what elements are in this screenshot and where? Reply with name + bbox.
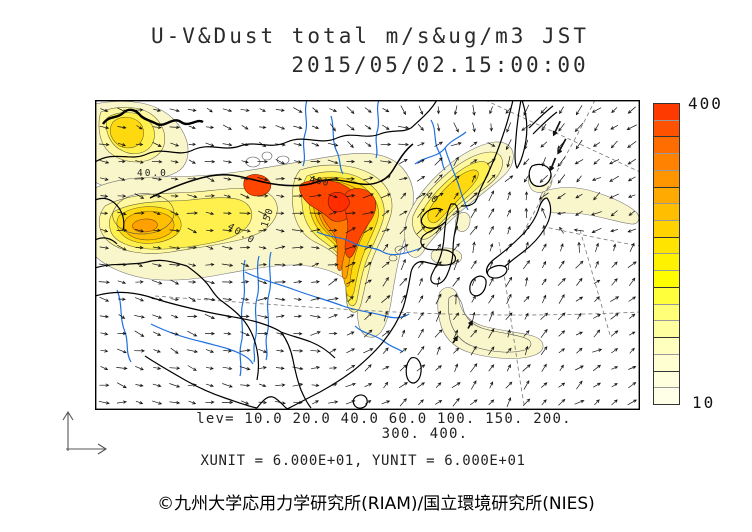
y-axis-arrow-icon (62, 410, 74, 451)
dust-fill-layers (96, 101, 639, 359)
colorbar-segment (654, 104, 679, 120)
colorbar-segment (654, 186, 679, 204)
timestamp-title: 2015/05/02.15:00:00 (291, 53, 589, 77)
map-frame (94, 99, 640, 411)
coastlines (96, 101, 558, 409)
x-axis-arrow-icon (66, 443, 108, 455)
axis-indicator (62, 410, 108, 455)
colorbar-segment (654, 387, 679, 404)
colorbar-segment (654, 286, 679, 304)
rivers (116, 101, 469, 377)
extra-contours (112, 151, 532, 353)
units-line: XUNIT = 6.000E+01, YUNIT = 6.000E+01 (200, 453, 526, 469)
colorbar-segment (654, 370, 679, 388)
colorbar-min-label: 10 (692, 393, 716, 412)
colorbar-max-label: 400 (688, 94, 723, 113)
wind-vectors-bold (452, 120, 567, 344)
colorbar-segment (654, 253, 679, 271)
contour-label: 40.0 (137, 168, 168, 179)
contour-levels-line2: 300. 400. (381, 426, 469, 442)
colorbar-segment (654, 337, 679, 354)
colorbar-segment (654, 270, 679, 287)
colorbar-segment (654, 236, 679, 254)
colorbar-segment (654, 203, 679, 221)
colorbar-segment (654, 169, 679, 187)
credit-line: ©九州大学応用力学研究所(RIAM)/国立環境研究所(NIES) (157, 494, 595, 514)
wind-vectors (98, 104, 637, 408)
map-canvas: 40.0 40.0 150 40 400 (94, 99, 640, 411)
colorbar (653, 103, 680, 405)
page-title: U-V&Dust total m/s&ug/m3 JST (150, 24, 589, 48)
colorbar-segment (654, 220, 679, 237)
colorbar-segment (654, 153, 679, 170)
colorbar-segment (654, 353, 679, 371)
colorbar-segment (654, 320, 679, 338)
colorbar-segment (654, 136, 679, 154)
colorbar-segment (654, 119, 679, 137)
contour-levels-line1: lev= 10.0 20.0 40.0 60.0 100. 150. 200. (196, 411, 572, 427)
colorbar-segment (654, 303, 679, 321)
map-svg: 40.0 40.0 150 40 400 (94, 99, 640, 411)
